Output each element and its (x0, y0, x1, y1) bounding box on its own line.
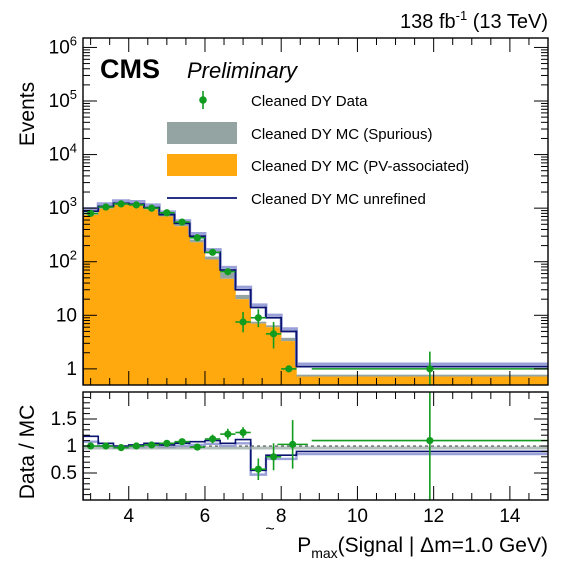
ratio-y-tick-label-1: 1 (66, 436, 77, 457)
ratio-data-point-8 (208, 435, 217, 443)
ratio-y-tick-label-0: 0.5 (51, 463, 77, 484)
pv-associated-bar-14 (296, 376, 312, 385)
data-point-0 (87, 209, 95, 217)
ratio-data-point-12 (269, 453, 278, 461)
cms-label: CMS (100, 54, 160, 84)
spurious-bar-8 (204, 256, 221, 260)
unrefined-uncertainty-band (83, 199, 548, 366)
ratio-data-point-2 (117, 444, 125, 452)
ratio-plot-area (83, 392, 548, 500)
ratio-data-point-7 (193, 443, 201, 451)
legend: Cleaned DY Data Cleaned DY MC (Spurious) C… (167, 91, 469, 208)
main-y-tick-label-0: 1 (66, 359, 77, 380)
main-y-tick-label-2: 102 (49, 248, 77, 273)
spurious-bar-10 (235, 294, 252, 300)
x-axis-label-tilde: ~ (265, 521, 274, 538)
legend-label-0: Cleaned DY Data (251, 93, 368, 110)
data-point-11 (254, 314, 262, 322)
spurious-bar-14 (296, 374, 312, 377)
ratio-data-point-13 (289, 440, 297, 448)
ratio-data-point-10 (239, 428, 247, 437)
pv-associated-bar-13 (281, 341, 297, 385)
pv-associated-bar-0 (83, 214, 99, 385)
legend-spurious-swatch (167, 122, 237, 144)
x-tick-label-3: 10 (347, 506, 368, 527)
pv-associated-bar-9 (220, 278, 236, 385)
data-point-14 (426, 365, 434, 373)
data-point-1 (102, 203, 110, 211)
main-y-axis-label: Events (16, 82, 39, 146)
pv-associated-bar-4 (143, 209, 160, 385)
data-point-10 (239, 318, 247, 326)
ratio-data-point-4 (148, 441, 156, 449)
data-point-13 (285, 365, 293, 373)
ratio-data-point-11 (254, 465, 262, 473)
ratio-y-axis-label: Data / MC (16, 405, 39, 500)
ratio-data-point-9 (224, 430, 232, 438)
data-point-12 (269, 330, 278, 338)
pv-associated-bar-8 (204, 259, 221, 385)
main-frame (82, 37, 549, 386)
main-y-tick-label-6: 106 (49, 33, 77, 58)
pv-associated-bar-1 (98, 208, 114, 385)
x-tick-label-4: 12 (423, 506, 444, 527)
data-point-9 (224, 268, 232, 276)
x-tick-label-5: 14 (499, 506, 521, 527)
pv-associated-bar-11 (250, 323, 267, 385)
main-y-tick-label-4: 104 (49, 141, 77, 166)
main-plot-area (83, 199, 548, 385)
main-y-tick-label-3: 103 (49, 194, 77, 219)
legend-label-3: Cleaned DY MC unrefined (251, 191, 426, 208)
main-y-tick-label-5: 105 (49, 87, 77, 112)
pv-associated-bar-10 (235, 299, 252, 385)
ratio-data-point-1 (102, 442, 110, 450)
ratio-y-tick-label-2: 1.5 (51, 409, 77, 430)
legend-label-2: Cleaned DY MC (PV-associated) (251, 158, 469, 175)
main-panel: 1 10 102 103 104 105 106 (49, 33, 549, 386)
pv-associated-bar-3 (128, 205, 145, 385)
pv-associated-bar-6 (174, 226, 191, 385)
ratio-data-point-0 (87, 442, 95, 450)
pv-associated-bar-7 (189, 242, 206, 385)
x-axis-label: Pmax(Signal | Δm=1.0 GeV) (297, 534, 548, 561)
data-point-7 (193, 234, 201, 242)
pv-associated-bar-12 (265, 327, 282, 385)
preliminary-label: Preliminary (187, 58, 299, 83)
ratio-data-point-3 (132, 442, 140, 450)
x-tick-label-2: 8 (276, 506, 287, 527)
luminosity-label: 138 fb-1 (13 TeV) (400, 8, 548, 33)
main-y-tick-label-1: 10 (56, 305, 77, 326)
data-point-6 (178, 218, 186, 226)
data-point-2 (117, 200, 125, 208)
data-point-3 (132, 201, 140, 209)
x-tick-label-1: 6 (200, 506, 211, 527)
ratio-data-point-5 (163, 439, 171, 447)
data-point-8 (208, 248, 217, 256)
ratio-data-point-6 (178, 438, 186, 446)
pv-associated-bar-2 (113, 204, 130, 385)
spurious-bar-9 (220, 272, 236, 279)
spurious-bar-13 (281, 337, 297, 342)
legend-pv-swatch (167, 154, 237, 176)
x-tick-label-0: 4 (123, 506, 134, 527)
ratio-panel: 0.5 1 1.5 4 6 8 10 12 14 (51, 391, 549, 527)
legend-label-1: Cleaned DY MC (Spurious) (251, 126, 432, 143)
pv-associated-bar-5 (159, 216, 175, 385)
ratio-data-point-14 (426, 437, 434, 445)
legend-data-marker (199, 96, 207, 104)
data-point-5 (163, 209, 171, 217)
data-point-4 (148, 204, 156, 212)
